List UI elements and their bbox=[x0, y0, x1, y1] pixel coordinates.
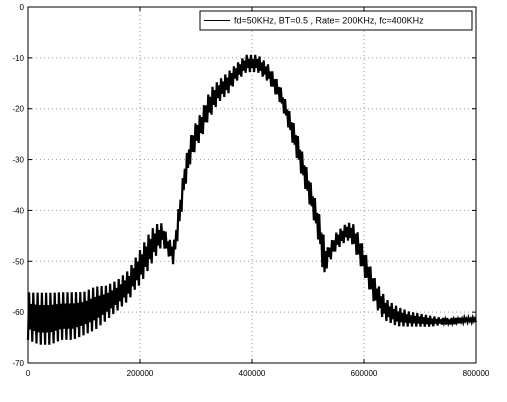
series-line bbox=[26, 54, 478, 345]
y-tick-label: -20 bbox=[12, 105, 24, 114]
y-tick-label: -40 bbox=[12, 206, 24, 215]
x-tick-label: 600000 bbox=[351, 369, 378, 378]
y-tick-label: 0 bbox=[20, 3, 25, 12]
x-tick-label: 0 bbox=[26, 369, 31, 378]
series-layer bbox=[26, 54, 478, 345]
legend-label: fd=50KHz, BT=0.5 , Rate= 200KHz, fc=400K… bbox=[234, 16, 424, 26]
x-tick-label: 800000 bbox=[463, 369, 490, 378]
legend-box bbox=[199, 10, 473, 31]
legend: fd=50KHz, BT=0.5 , Rate= 200KHz, fc=400K… bbox=[199, 10, 473, 31]
x-tick-label: 400000 bbox=[239, 369, 266, 378]
x-tick-label: 200000 bbox=[127, 369, 154, 378]
y-tick-label: -30 bbox=[12, 156, 24, 165]
y-tick-label: -10 bbox=[12, 54, 24, 63]
y-tick-label: -50 bbox=[12, 257, 24, 266]
axis-ticks: 0 200000 400000 600000 800000 0 -10 -20 -30 -40 -5… bbox=[12, 3, 489, 378]
y-tick-label: -70 bbox=[12, 359, 24, 368]
y-tick-label: -60 bbox=[12, 308, 24, 317]
